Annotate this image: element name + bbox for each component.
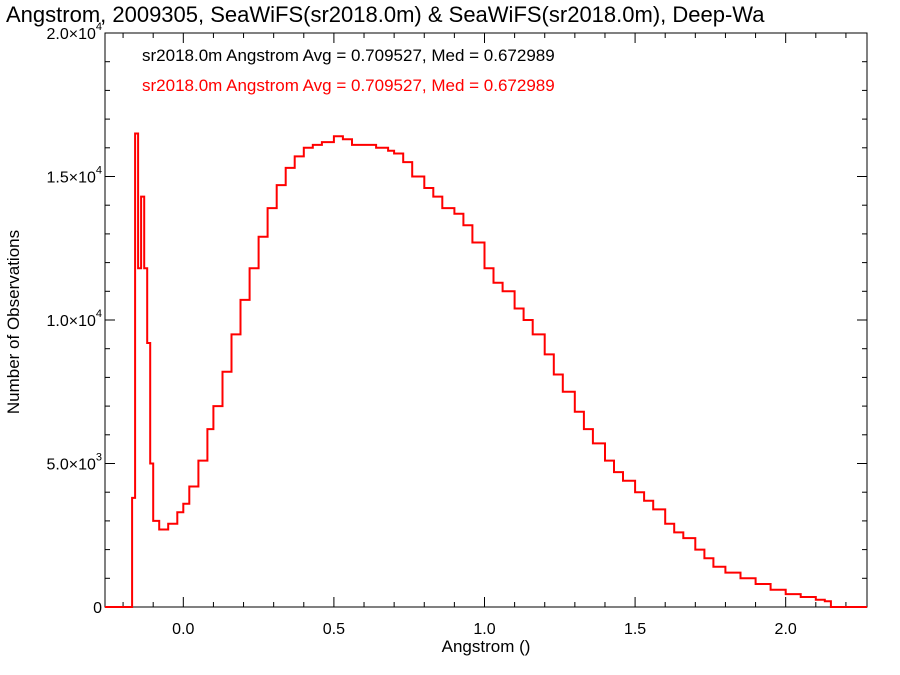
y-tick-label: 2.0×104: [46, 21, 102, 43]
x-tick-label: 1.0: [473, 621, 495, 638]
plot-border: [104, 32, 868, 608]
axis-ticks: [105, 32, 867, 608]
chart-title: Angstrom, 2009305, SeaWiFS(sr2018.0m) & …: [6, 2, 765, 27]
x-axis-label: Angstrom (): [441, 637, 531, 656]
y-tick-label: 1.5×104: [46, 165, 102, 187]
legend-entry-red: sr2018.0m Angstrom Avg = 0.709527, Med =…: [142, 76, 555, 95]
y-axis-label: Number of Observations: [4, 229, 23, 415]
x-tick-label: 1.5: [624, 621, 646, 638]
series-line-angstrom: [105, 132, 867, 608]
y-tick-label: 1.0×104: [46, 308, 102, 330]
x-tick-label: 0.0: [172, 621, 194, 638]
x-tick-label: 0.5: [323, 621, 345, 638]
legend-entry-black: sr2018.0m Angstrom Avg = 0.709527, Med =…: [142, 46, 555, 65]
y-tick-label: 5.0×103: [46, 452, 102, 474]
tick-labels: 0.0 0.5 1.0 1.5 2.0 0 5.0×103 1.0×104 1.5×104 2.0…: [46, 21, 796, 638]
x-tick-label: 2.0: [775, 621, 797, 638]
y-tick-label: 0: [93, 600, 102, 617]
plot-frame: [104, 32, 868, 608]
